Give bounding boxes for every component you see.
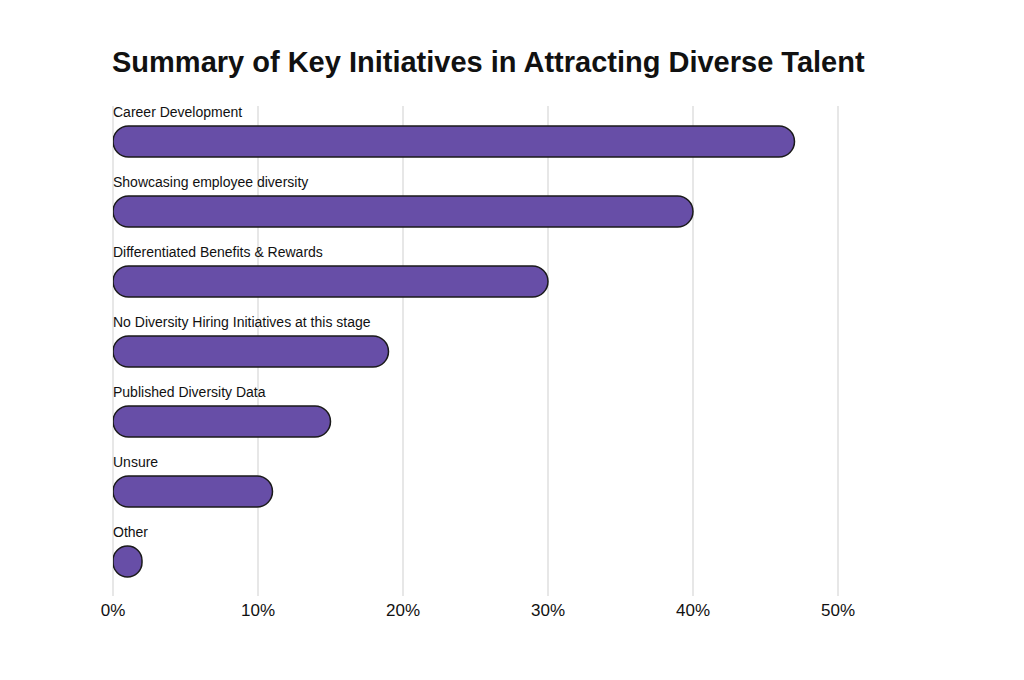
svg-text:20%: 20% [386, 601, 420, 620]
svg-text:40%: 40% [676, 601, 710, 620]
html-text:Summary of Key Initiatives in: Summary of Key Initiatives in Attracting… [112, 46, 865, 78]
svg-text:Other: Other [113, 524, 148, 540]
svg-text:Unsure: Unsure [113, 454, 158, 470]
svg-text:Career Development: Career Development [113, 104, 242, 120]
svg-text:0%: 0% [101, 601, 126, 620]
svg-text:No Diversity Hiring Initiative: No Diversity Hiring Initiatives at this … [113, 314, 371, 330]
svg-text:Showcasing employee diversity: Showcasing employee diversity [113, 174, 308, 190]
svg-text:Published Diversity Data: Published Diversity Data [113, 384, 266, 400]
svg-text:Differentiated Benefits & Rewa: Differentiated Benefits & Rewards [113, 244, 323, 260]
svg-text:50%: 50% [821, 601, 855, 620]
svg-text:30%: 30% [531, 601, 565, 620]
svg-text:10%: 10% [241, 601, 275, 620]
